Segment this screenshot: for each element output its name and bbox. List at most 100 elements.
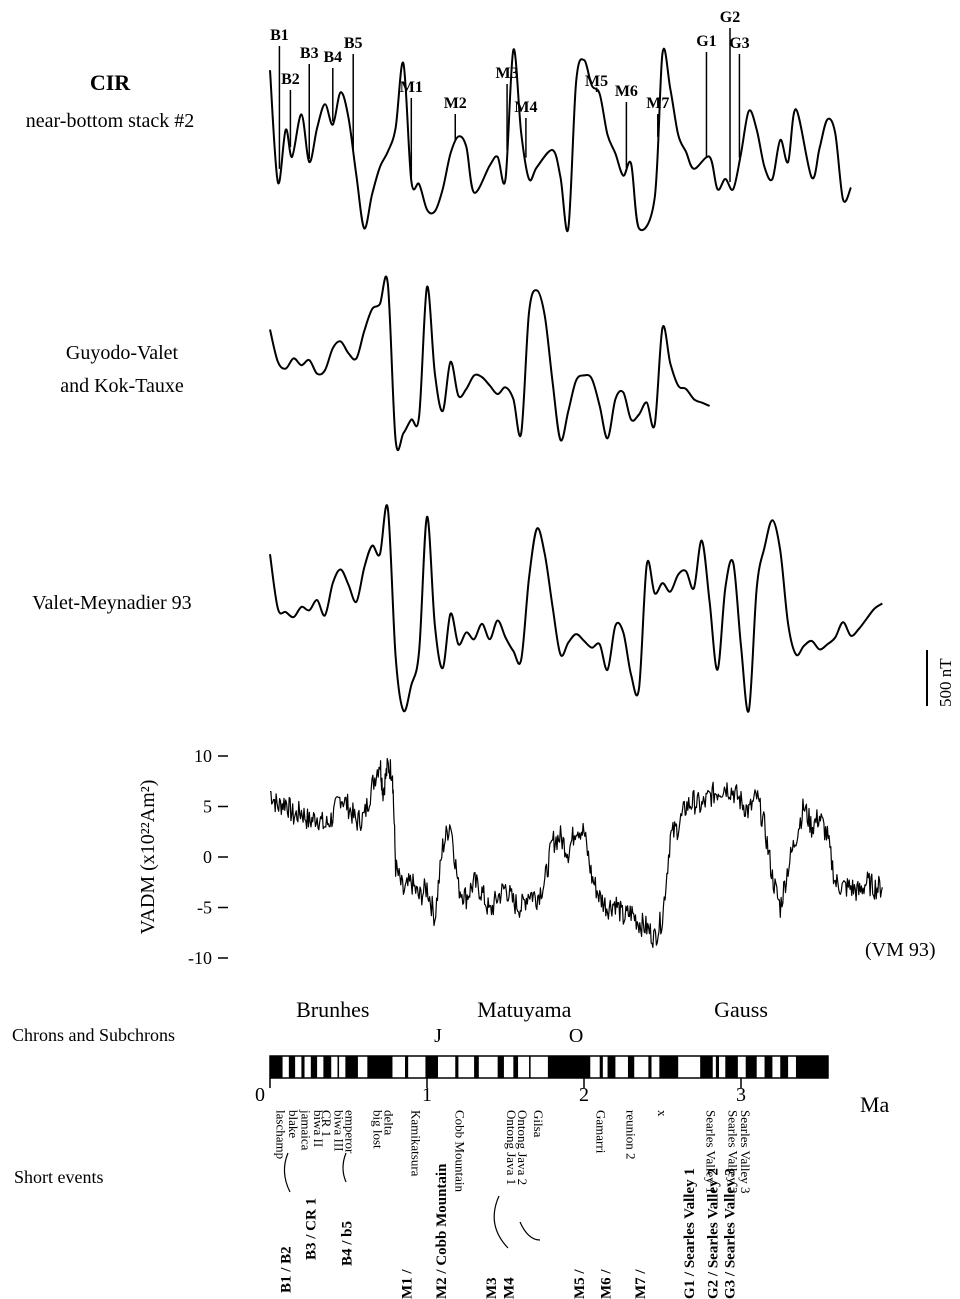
short-event-name: delta bbox=[382, 1110, 397, 1135]
normal-polarity-block bbox=[513, 1056, 519, 1078]
short-event-group: M2 / Cobb Mountain bbox=[434, 1163, 450, 1299]
short-event-group: M1 / bbox=[399, 1269, 415, 1299]
ma-unit-label: Ma bbox=[860, 1092, 890, 1117]
vadm-tick-label: 5 bbox=[203, 797, 212, 817]
short-event-name: Gamarri bbox=[594, 1110, 609, 1154]
normal-polarity-block bbox=[345, 1056, 358, 1078]
short-event-group: M3 bbox=[484, 1277, 500, 1299]
short-event-name: CR 1 bbox=[319, 1110, 334, 1137]
chron-name: Brunhes bbox=[296, 997, 369, 1022]
short-event-group: M5 / bbox=[572, 1269, 588, 1299]
short-event-group: M6 / bbox=[599, 1269, 615, 1299]
normal-polarity-block bbox=[700, 1056, 713, 1078]
gv-series bbox=[269, 275, 711, 451]
normal-polarity-block bbox=[745, 1056, 757, 1078]
normal-polarity-block bbox=[547, 1056, 591, 1078]
normal-polarity-block bbox=[627, 1056, 635, 1078]
chron-name: Gauss bbox=[714, 997, 768, 1022]
normal-polarity-block bbox=[659, 1056, 679, 1078]
vadm-curve bbox=[270, 757, 883, 948]
ma-tick-label: 3 bbox=[736, 1084, 746, 1106]
short-event-group: G1 / Searles Valley 1 bbox=[682, 1168, 698, 1299]
event-marker-label: G2 bbox=[720, 9, 740, 26]
event-marker-label: M7 bbox=[646, 95, 669, 112]
normal-polarity-block bbox=[725, 1056, 738, 1078]
normal-polarity-block bbox=[367, 1056, 393, 1078]
normal-polarity-block bbox=[529, 1056, 531, 1078]
ontong-java-bracket-tail bbox=[519, 1221, 541, 1241]
normal-polarity-block bbox=[455, 1056, 459, 1078]
short-event-name: Searles Valley 2 bbox=[725, 1110, 740, 1194]
normal-polarity-block bbox=[310, 1056, 318, 1078]
vm-series bbox=[269, 504, 883, 713]
normal-polarity-block bbox=[780, 1056, 789, 1078]
event-marker-label: G3 bbox=[729, 35, 749, 52]
normal-polarity-block bbox=[474, 1056, 479, 1078]
normal-polarity-block bbox=[323, 1056, 332, 1078]
event-marker-label: M1 bbox=[400, 79, 423, 96]
biwa-bracket bbox=[342, 1152, 347, 1183]
short-event-group: B1 / B2 bbox=[278, 1246, 294, 1293]
event-marker-label: M5 bbox=[585, 73, 608, 90]
short-event-groups: B1 / B2 B3 / CR 1 B4 / b5 M1 / M2 / Cobb Mou… bbox=[278, 1163, 738, 1299]
chron-labels: Brunhes Matuyama Gauss J O bbox=[296, 997, 768, 1047]
vadm-caption: (VM 93) bbox=[865, 939, 936, 961]
short-event-name: Cobb Mountain bbox=[452, 1110, 467, 1192]
vadm-tick-label: -5 bbox=[197, 898, 212, 918]
gv-title-line2: and Kok-Tauxe bbox=[60, 375, 184, 397]
normal-polarity-block bbox=[301, 1056, 305, 1078]
short-event-name: Ontong Java 2 bbox=[515, 1110, 530, 1185]
cir-curve bbox=[269, 47, 852, 233]
short-event-group: M7 / bbox=[633, 1269, 649, 1299]
cir-subtitle: near-bottom stack #2 bbox=[26, 110, 194, 132]
ontong-java-bracket bbox=[493, 1195, 509, 1249]
short-event-group: B4 / b5 bbox=[340, 1221, 356, 1266]
vadm-y-ticks: 10 5 0 -5 -10 bbox=[188, 746, 228, 968]
normal-polarity-block bbox=[288, 1056, 296, 1078]
normal-polarity-block bbox=[764, 1056, 773, 1078]
short-event-group: B3 / CR 1 bbox=[304, 1198, 320, 1260]
normal-polarity-block bbox=[607, 1056, 616, 1078]
vadm-axis-label: VADM (x10²²Am²) bbox=[137, 780, 159, 935]
short-event-name: Ontong Java 1 bbox=[504, 1110, 519, 1185]
chrons-row-label: Chrons and Subchrons bbox=[12, 1025, 175, 1045]
normal-polarity-block bbox=[648, 1056, 652, 1078]
short-event-name: biwa III bbox=[331, 1110, 346, 1152]
laschamp-bracket bbox=[283, 1152, 291, 1193]
vm-curve bbox=[269, 504, 883, 713]
short-event-name: Searles Valley 3 bbox=[738, 1110, 753, 1194]
normal-polarity-block bbox=[405, 1056, 409, 1078]
short-event-name: big lost bbox=[371, 1110, 386, 1149]
event-marker-label: G1 bbox=[696, 33, 716, 50]
short-event-name: Searles Valley 1 bbox=[704, 1110, 719, 1194]
normal-polarity-block bbox=[425, 1056, 438, 1078]
cir-series bbox=[269, 47, 852, 233]
ma-tick-label: 2 bbox=[579, 1084, 589, 1106]
short-event-name: jamaica bbox=[298, 1109, 313, 1151]
short-event-name: laschamp bbox=[273, 1110, 288, 1159]
short-event-name: Gilsa bbox=[531, 1110, 546, 1138]
normal-polarity-block bbox=[270, 1056, 283, 1078]
scale-bar-label: 500 nT bbox=[936, 658, 955, 707]
event-marker-label: M4 bbox=[514, 99, 537, 116]
vadm-tick-label: 0 bbox=[203, 847, 212, 867]
normal-polarity-block bbox=[497, 1056, 504, 1078]
event-marker-label: M2 bbox=[444, 95, 467, 112]
event-marker-label: B2 bbox=[281, 71, 300, 88]
vadm-tick-label: -10 bbox=[188, 948, 212, 968]
normal-polarity-block bbox=[715, 1056, 720, 1078]
ma-axis: 0 1 2 3 Ma bbox=[255, 1078, 890, 1117]
ma-tick-label: 0 bbox=[255, 1084, 265, 1106]
ma-tick-label: 1 bbox=[422, 1084, 432, 1106]
normal-polarity-block bbox=[599, 1056, 603, 1078]
subchron-letter: J bbox=[434, 1025, 442, 1047]
event-marker-label: B5 bbox=[344, 35, 363, 52]
short-event-group: G3 / Searles Valley 3 bbox=[723, 1168, 739, 1299]
cir-title: CIR bbox=[90, 70, 131, 95]
gv-title-line1: Guyodo-Valet bbox=[66, 342, 179, 364]
short-event-name: Kamikatsura bbox=[408, 1110, 423, 1177]
normal-polarity-block bbox=[337, 1056, 340, 1078]
